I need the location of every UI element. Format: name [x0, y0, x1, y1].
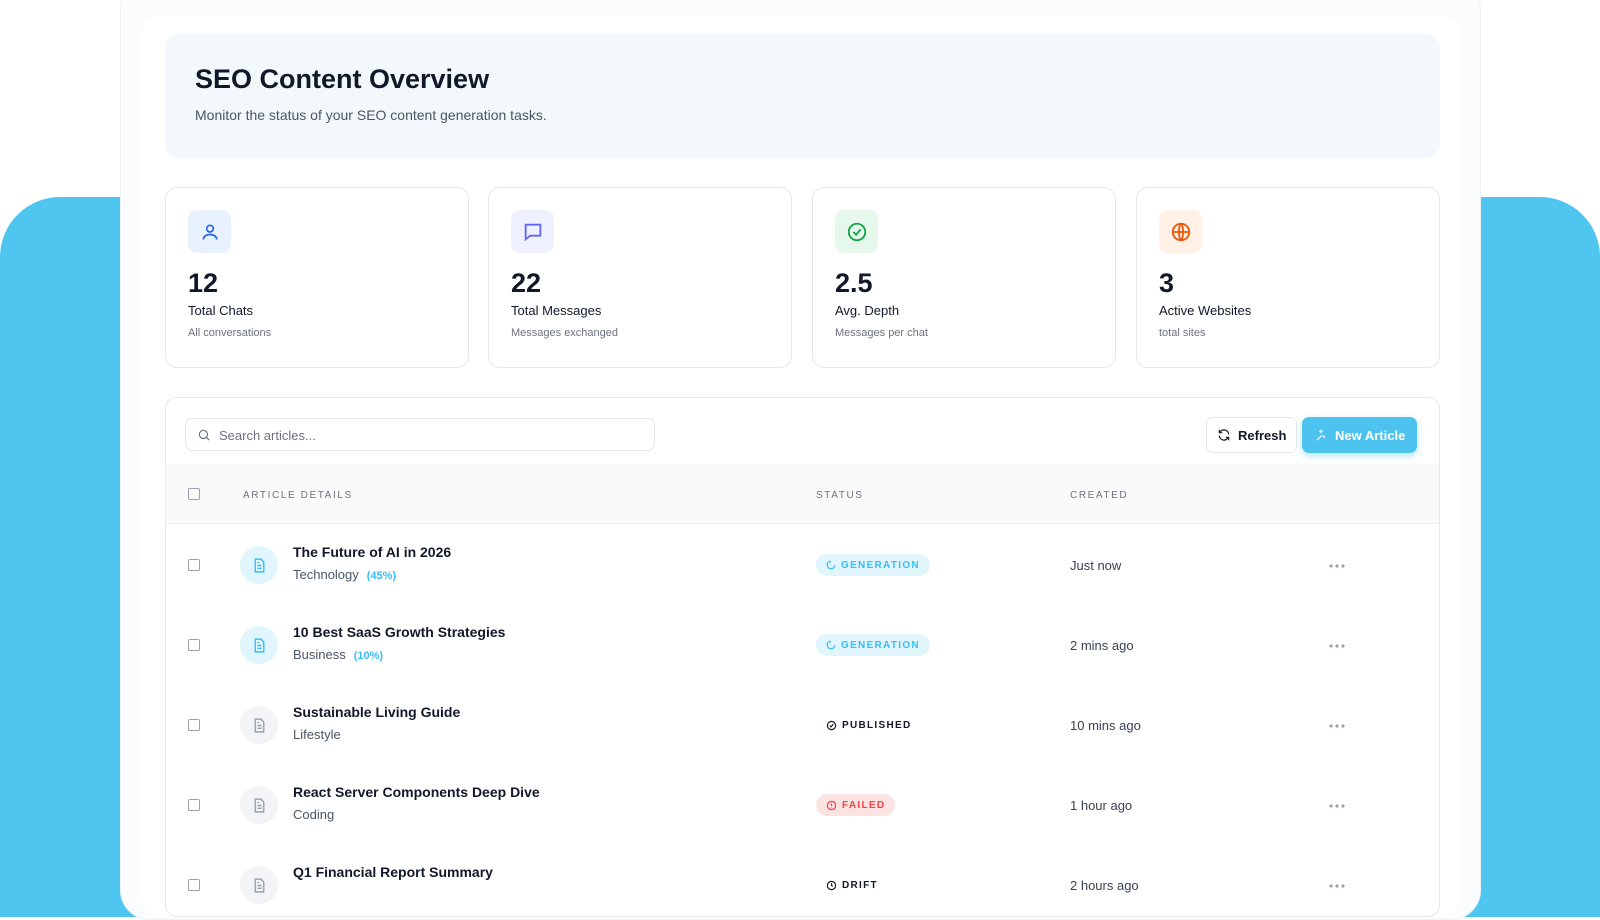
progress: (45%): [366, 570, 397, 582]
article-title: Sustainable Living Guide: [293, 704, 461, 720]
icon: [835, 210, 878, 253]
stat-card: 22 Total Messages Messages exchanged: [488, 187, 792, 368]
status-badge: DRIFT: [816, 874, 888, 896]
stat-card: 3 Active Websites total sites: [1136, 187, 1440, 368]
table-header: ARTICLE DETAILS STATUS CREATED: [166, 464, 1439, 524]
status: GENERATION: [841, 559, 920, 571]
created: 1 hour ago: [1070, 798, 1133, 813]
table-row[interactable]: The Future of AI in 2026 Technology (45%) G…: [166, 525, 1439, 605]
doc-icon: [240, 786, 278, 824]
status: FAILED: [842, 799, 886, 811]
articles-table: Search articles... Refresh New Article A…: [165, 397, 1440, 917]
stat-sublabel: total sites: [1159, 327, 1206, 339]
stat-sublabel: Messages per chat: [835, 327, 928, 339]
created: 10 mins ago: [1070, 718, 1141, 733]
checkbox[interactable]: [188, 488, 200, 500]
table-row[interactable]: React Server Components Deep Dive Coding F…: [166, 765, 1439, 845]
stat-value: 22: [511, 268, 542, 298]
button-label: New Article: [1335, 427, 1406, 443]
column-header: CREATED: [1070, 490, 1129, 501]
column-header: STATUS: [816, 490, 864, 501]
button-label: Refresh: [1238, 427, 1287, 443]
created: 2 mins ago: [1070, 638, 1134, 653]
status: GENERATION: [841, 639, 920, 651]
stat-label: Active Websites: [1159, 303, 1252, 318]
new-article-button[interactable]: New Article: [1302, 417, 1418, 453]
stat-label: Total Chats: [188, 303, 254, 318]
subtitle: Monitor the status of your SEO content g…: [195, 107, 547, 123]
status-badge: GENERATION: [816, 634, 930, 656]
created: 2 hours ago: [1070, 878, 1139, 893]
table-row[interactable]: Sustainable Living Guide Lifestyle PUBLISH…: [166, 685, 1439, 765]
progress: (10%): [353, 650, 384, 662]
status: PUBLISHED: [842, 719, 912, 731]
article-title: The Future of AI in 2026: [293, 544, 452, 560]
stat-label: Total Messages: [511, 303, 602, 318]
row-menu[interactable]: [1329, 715, 1345, 733]
doc-icon: [240, 626, 278, 664]
stat-card: 12 Total Chats All conversations: [165, 187, 469, 368]
stat-value: 12: [188, 268, 219, 298]
icon: [511, 210, 554, 253]
row-menu[interactable]: [1329, 555, 1345, 573]
icon: [188, 210, 231, 253]
doc-icon: [240, 546, 278, 584]
category: Technology: [293, 567, 359, 582]
table-row[interactable]: Q1 Financial Report Summary DRIFT 2 hours …: [166, 845, 1439, 916]
refresh-button[interactable]: Refresh: [1206, 417, 1298, 453]
article-meta: Coding: [293, 807, 334, 822]
icon: [1159, 210, 1202, 253]
stat-label: Avg. Depth: [835, 303, 900, 318]
category: Lifestyle: [293, 727, 341, 742]
stat-sublabel: All conversations: [188, 327, 272, 339]
checkbox[interactable]: [188, 879, 200, 891]
column-header: ARTICLE DETAILS: [243, 490, 353, 501]
stat-card: 2.5 Avg. Depth Messages per chat: [812, 187, 1116, 368]
row-menu[interactable]: [1329, 635, 1345, 653]
checkbox[interactable]: [188, 639, 200, 651]
status-badge: GENERATION: [816, 554, 930, 576]
article-title: Q1 Financial Report Summary: [293, 864, 493, 880]
search-box[interactable]: Search articles...: [185, 418, 655, 451]
doc-icon: [240, 706, 278, 744]
article-meta: Business (10%): [293, 647, 383, 662]
status-badge: FAILED: [816, 794, 896, 816]
article-title: React Server Components Deep Dive: [293, 784, 540, 800]
checkbox[interactable]: [188, 559, 200, 571]
row-menu[interactable]: [1329, 795, 1345, 813]
created: Just now: [1070, 558, 1122, 573]
search-placeholder: Search articles...: [219, 428, 316, 443]
category: Business: [293, 647, 346, 662]
status-badge: PUBLISHED: [816, 714, 921, 736]
title: SEO Content Overview: [195, 64, 490, 94]
status: DRIFT: [842, 879, 878, 891]
article-title: 10 Best SaaS Growth Strategies: [293, 624, 506, 640]
checkbox[interactable]: [188, 719, 200, 731]
header: SEO Content Overview Monitor the status …: [165, 34, 1440, 158]
stat-value: 2.5: [835, 268, 873, 298]
table-row[interactable]: 10 Best SaaS Growth Strategies Business (1…: [166, 605, 1439, 685]
article-meta: Lifestyle: [293, 727, 341, 742]
doc-icon: [240, 866, 278, 904]
stat-value: 3: [1159, 268, 1175, 298]
stat-sublabel: Messages exchanged: [511, 327, 619, 339]
checkbox[interactable]: [188, 799, 200, 811]
category: Coding: [293, 807, 335, 822]
row-menu[interactable]: [1329, 875, 1345, 893]
article-meta: Technology (45%): [293, 567, 396, 582]
